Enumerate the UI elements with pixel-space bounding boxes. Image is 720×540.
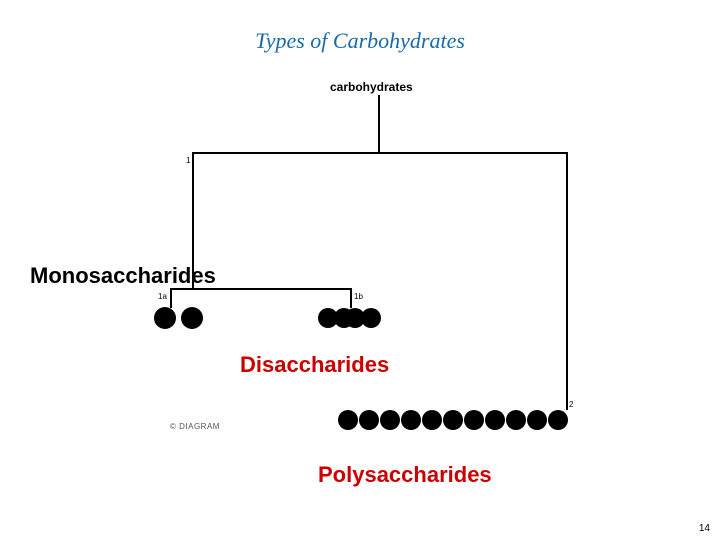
molecule-unit [154, 307, 176, 329]
tree-line [566, 152, 568, 410]
tree-line [350, 288, 352, 308]
tree-line [378, 95, 380, 152]
branch-num-2: 2 [569, 400, 573, 409]
watermark: © DIAGRAM [170, 422, 220, 431]
page-title: Types of Carbohydrates [0, 28, 720, 54]
molecule-unit [527, 410, 547, 430]
root-label: carbohydrates [330, 80, 413, 94]
tree-line [170, 288, 172, 308]
tree-line [192, 152, 568, 154]
molecule-unit [380, 410, 400, 430]
molecule-unit [361, 308, 381, 328]
molecule-unit [464, 410, 484, 430]
molecule-unit [548, 410, 568, 430]
page-number: 14 [699, 523, 710, 534]
molecule-unit [422, 410, 442, 430]
molecule-unit [443, 410, 463, 430]
branch-num-1b: 1b [354, 292, 363, 301]
molecule-unit [338, 410, 358, 430]
molecule-unit [485, 410, 505, 430]
molecule-unit [359, 410, 379, 430]
branch-num-1: 1 [186, 156, 190, 165]
label-monosaccharides: Monosaccharides [30, 263, 216, 289]
molecule-unit [181, 307, 203, 329]
label-polysaccharides: Polysaccharides [318, 462, 492, 488]
branch-num-1a: 1a [158, 292, 167, 301]
label-disaccharides: Disaccharides [240, 352, 389, 378]
molecule-unit [401, 410, 421, 430]
molecule-unit [506, 410, 526, 430]
